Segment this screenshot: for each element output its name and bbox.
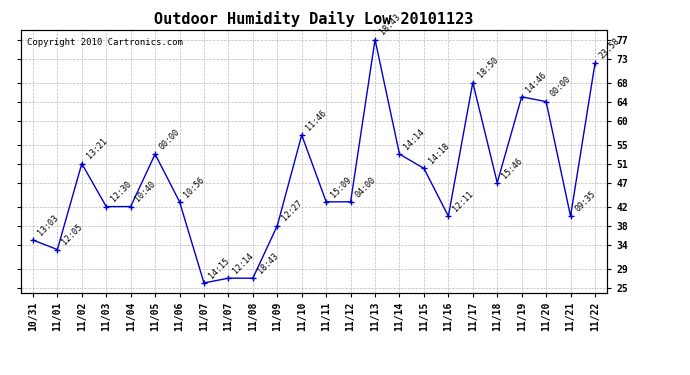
Text: 12:30: 12:30 (109, 180, 133, 204)
Text: 15:46: 15:46 (500, 156, 524, 180)
Text: 04:00: 04:00 (353, 175, 377, 199)
Text: 15:09: 15:09 (329, 175, 353, 199)
Text: Copyright 2010 Cartronics.com: Copyright 2010 Cartronics.com (26, 38, 182, 47)
Text: 12:05: 12:05 (60, 223, 84, 247)
Text: 18:43: 18:43 (378, 13, 402, 37)
Text: 09:35: 09:35 (573, 189, 598, 213)
Text: 13:21: 13:21 (85, 137, 108, 161)
Text: 13:03: 13:03 (36, 213, 60, 237)
Text: 10:40: 10:40 (133, 180, 157, 204)
Text: 00:00: 00:00 (549, 75, 573, 99)
Text: 18:50: 18:50 (475, 56, 500, 80)
Text: 14:15: 14:15 (207, 256, 230, 280)
Text: 14:18: 14:18 (426, 142, 451, 166)
Text: 12:11: 12:11 (451, 189, 475, 213)
Text: 18:43: 18:43 (255, 251, 279, 275)
Text: 12:27: 12:27 (280, 199, 304, 223)
Text: 10:56: 10:56 (182, 175, 206, 199)
Text: 00:00: 00:00 (158, 127, 182, 152)
Text: 14:46: 14:46 (524, 70, 549, 94)
Text: 12:14: 12:14 (231, 251, 255, 275)
Text: 23:58: 23:58 (598, 37, 622, 61)
Text: 11:46: 11:46 (304, 108, 328, 132)
Text: 14:14: 14:14 (402, 127, 426, 152)
Title: Outdoor Humidity Daily Low 20101123: Outdoor Humidity Daily Low 20101123 (155, 12, 473, 27)
